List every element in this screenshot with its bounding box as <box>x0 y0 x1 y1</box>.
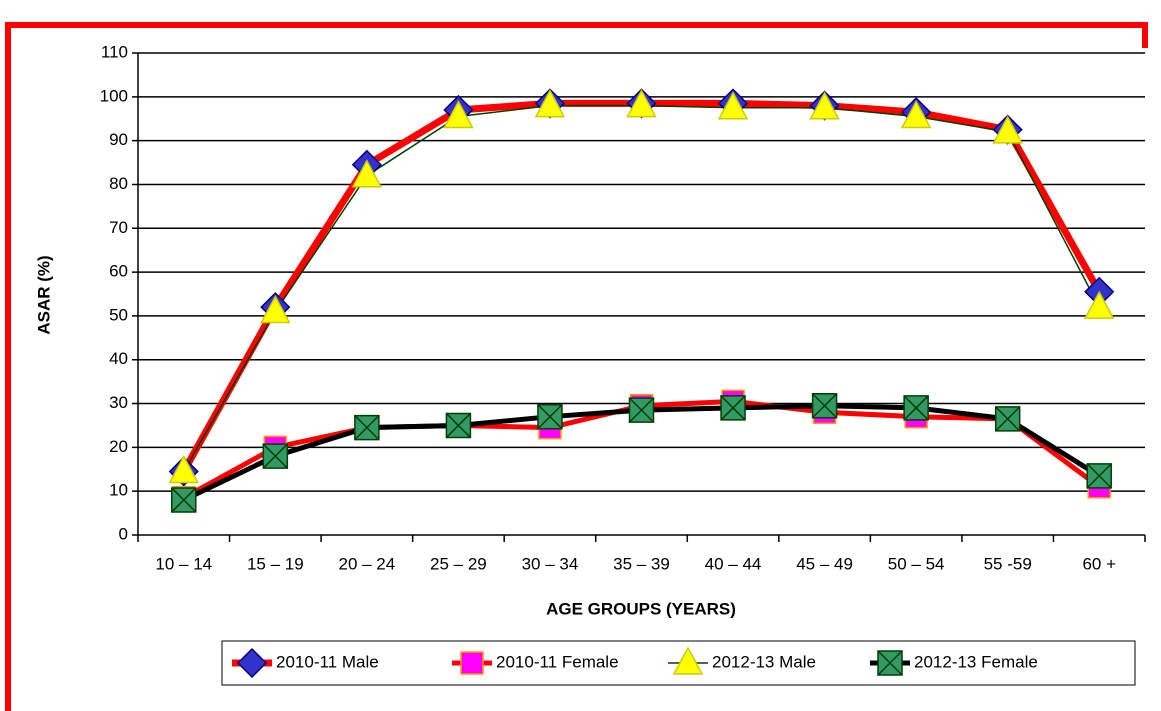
marker <box>262 443 289 469</box>
x-tick-label: 30 – 34 <box>522 554 579 573</box>
marker <box>168 454 200 484</box>
x-tick-label: 35 – 39 <box>613 554 670 573</box>
marker <box>903 395 929 421</box>
marker <box>445 412 472 439</box>
legend-marker <box>236 647 268 679</box>
marker <box>809 91 840 120</box>
y-tick-label: 60 <box>109 262 128 281</box>
marker <box>992 115 1023 144</box>
y-tick-label: 80 <box>109 174 128 193</box>
frame <box>5 22 1148 711</box>
marker <box>260 294 291 324</box>
marker <box>534 88 566 118</box>
x-tick-label: 10 – 14 <box>155 554 212 573</box>
marker <box>626 88 657 118</box>
y-tick-label: 110 <box>101 42 128 61</box>
marker <box>628 397 655 423</box>
x-tick-label: 40 – 44 <box>705 554 762 573</box>
legend-label: 2010-11 Male <box>276 652 379 671</box>
marker <box>1083 290 1115 319</box>
y-axis-label: ASAR (%) <box>34 255 53 334</box>
marker <box>720 395 746 421</box>
x-tick-label: 55 -59 <box>984 554 1032 573</box>
x-tick-label: 60 + <box>1082 554 1116 573</box>
marker <box>171 487 197 513</box>
y-tick-label: 40 <box>109 349 128 368</box>
marker <box>537 403 563 430</box>
marker <box>1086 463 1112 489</box>
legend-label: 2012-13 Male <box>712 652 816 671</box>
marker <box>354 414 380 441</box>
x-tick-label: 50 – 54 <box>888 554 945 573</box>
x-tick-label: 15 – 19 <box>247 554 304 573</box>
marker <box>900 99 932 129</box>
y-tick-label: 20 <box>109 437 128 456</box>
y-tick-label: 30 <box>109 393 128 412</box>
legend-marker <box>877 650 903 676</box>
y-tick-label: 90 <box>109 130 128 149</box>
marker <box>811 392 838 419</box>
x-tick-label: 20 – 24 <box>338 554 395 573</box>
x-axis-label: AGE GROUPS (YEARS) <box>546 599 736 618</box>
legend-marker <box>460 651 484 675</box>
y-tick-label: 10 <box>109 481 128 500</box>
marker <box>351 159 383 188</box>
marker <box>443 99 474 129</box>
y-tick-label: 50 <box>109 305 128 324</box>
y-tick-label: 70 <box>109 218 128 237</box>
y-tick-label: 0 <box>119 524 128 543</box>
legend-label: 2010-11 Female <box>496 652 619 671</box>
x-tick-label: 25 – 29 <box>430 554 487 573</box>
legend-marker <box>672 646 704 675</box>
marker <box>717 91 749 120</box>
marker <box>994 406 1021 432</box>
legend-label: 2012-13 Female <box>914 652 1038 671</box>
y-tick-label: 100 <box>100 86 128 105</box>
x-tick-label: 45 – 49 <box>796 554 853 573</box>
